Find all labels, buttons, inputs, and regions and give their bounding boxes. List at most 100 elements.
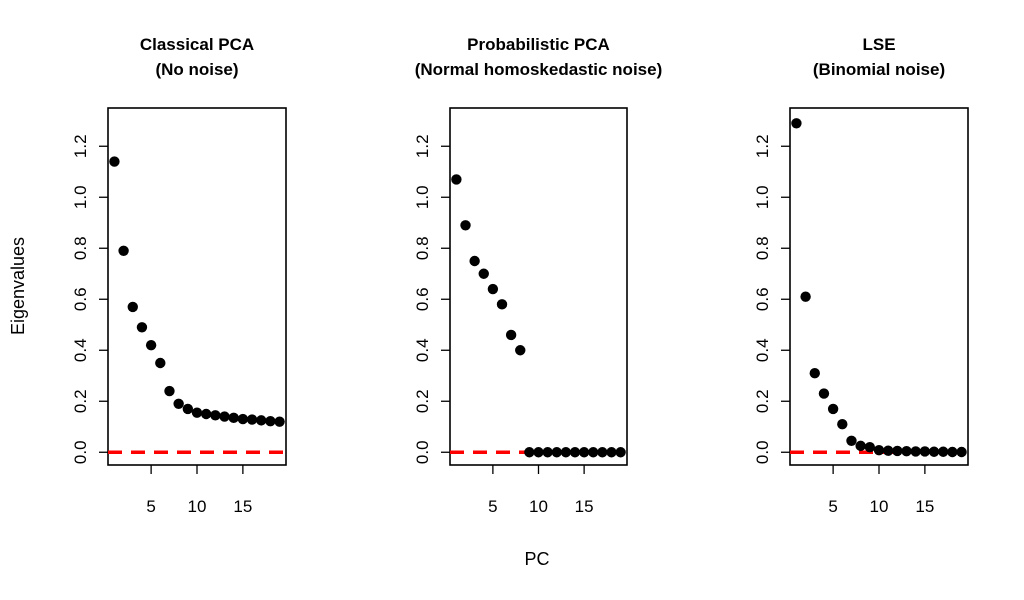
x-tick-label: 10 [188,497,207,516]
panel-2: Probabilistic PCA (Normal homoskedastic n… [413,35,662,516]
panel-2-title: Probabilistic PCA [467,35,610,54]
data-point [265,415,276,427]
y-tick-label: 0.8 [71,236,90,260]
data-point [155,357,166,369]
y-tick-label: 0.4 [753,338,772,362]
data-point [800,291,811,302]
x-tick-label: 10 [529,497,548,516]
data-point [533,447,544,458]
data-point [496,299,508,310]
y-tick-label: 1.2 [753,134,772,158]
panel-3: LSE (Binomial noise) 0.0 0.2 0.4 0.6 0.8 1.0 1.2… [753,35,969,516]
data-point [882,445,894,456]
y-tick-label: 1.2 [71,134,90,158]
figure-y-axis-label: Eigenvalues [8,237,28,335]
data-point [901,446,912,457]
data-point [947,446,958,458]
plot-frame [449,107,628,466]
plot-frame [789,107,969,466]
data-point [864,441,876,453]
data-point [182,403,194,415]
x-tick-label: 10 [870,497,889,516]
x-tick-label: 5 [488,497,497,516]
data-point [606,447,617,458]
x-tick-label: 5 [146,497,155,516]
y-tick-label: 1.0 [413,185,432,209]
data-point [228,412,239,424]
data-point [818,388,830,399]
data-point [505,329,517,341]
data-point [524,447,535,458]
data-point [615,447,626,458]
y-tick-label: 0.8 [413,236,432,260]
data-point [855,440,866,452]
data-point [256,415,267,426]
data-point [136,322,148,333]
data-point [791,118,802,129]
data-point [837,419,848,430]
y-tick-label: 0.8 [753,236,772,260]
data-point [200,408,212,420]
data-point [469,255,480,267]
data-point [569,447,581,458]
y-tick-label: 0.4 [71,338,90,362]
data-point [578,447,590,458]
data-point [597,447,608,458]
data-point [542,447,553,458]
data-point [938,446,949,457]
y-tick-label: 0.0 [753,440,772,464]
x-tick-label: 15 [233,497,252,516]
data-point [928,446,940,457]
data-point [956,446,967,458]
data-point [588,447,599,458]
data-point [560,447,572,458]
y-tick-label: 0.2 [413,389,432,413]
data-point [873,445,885,456]
y-tick-label: 0.6 [71,287,90,311]
x-tick-label: 15 [915,497,934,516]
y-tick-label: 1.0 [71,185,90,209]
data-point [210,410,221,421]
y-tick-label: 0.0 [413,440,432,464]
data-point [809,368,820,379]
data-point [846,435,857,446]
data-point [246,414,258,425]
data-point [127,301,138,313]
data-point [118,245,129,256]
y-tick-label: 0.2 [753,389,772,413]
data-point [460,220,471,231]
data-point [164,385,175,397]
y-tick-label: 0.6 [413,287,432,311]
y-tick-label: 0.0 [71,440,90,464]
data-point [237,413,249,425]
y-tick-label: 0.2 [71,389,90,413]
data-point [892,445,903,457]
data-point [191,407,203,418]
panel-2-subtitle: (Normal homoskedastic noise) [415,60,663,79]
data-point [515,345,526,356]
figure-x-axis-label: PC [524,549,549,569]
panel-3-subtitle: (Binomial noise) [813,60,945,79]
data-point [145,339,157,351]
panel-1-title: Classical PCA [140,35,254,54]
data-point [919,446,931,457]
data-point [478,268,489,279]
data-point [109,156,120,167]
panels: Classical PCA (No noise) 0.0 0.2 0.4 0.6 0.8 1.… [71,35,969,516]
panel-3-title: LSE [862,35,895,54]
x-tick-label: 15 [575,497,594,516]
data-point [451,174,462,185]
y-tick-label: 1.0 [753,185,772,209]
x-tick-label: 5 [828,497,837,516]
y-tick-label: 1.2 [413,134,432,158]
data-point [173,398,184,409]
panel-1: Classical PCA (No noise) 0.0 0.2 0.4 0.6 0.8 1.… [71,35,287,516]
y-tick-label: 0.6 [753,287,772,311]
data-point [910,446,921,457]
data-point [274,416,285,427]
y-tick-label: 0.4 [413,338,432,362]
data-point [551,447,562,458]
panel-1-subtitle: (No noise) [155,60,238,79]
data-point [219,411,230,422]
